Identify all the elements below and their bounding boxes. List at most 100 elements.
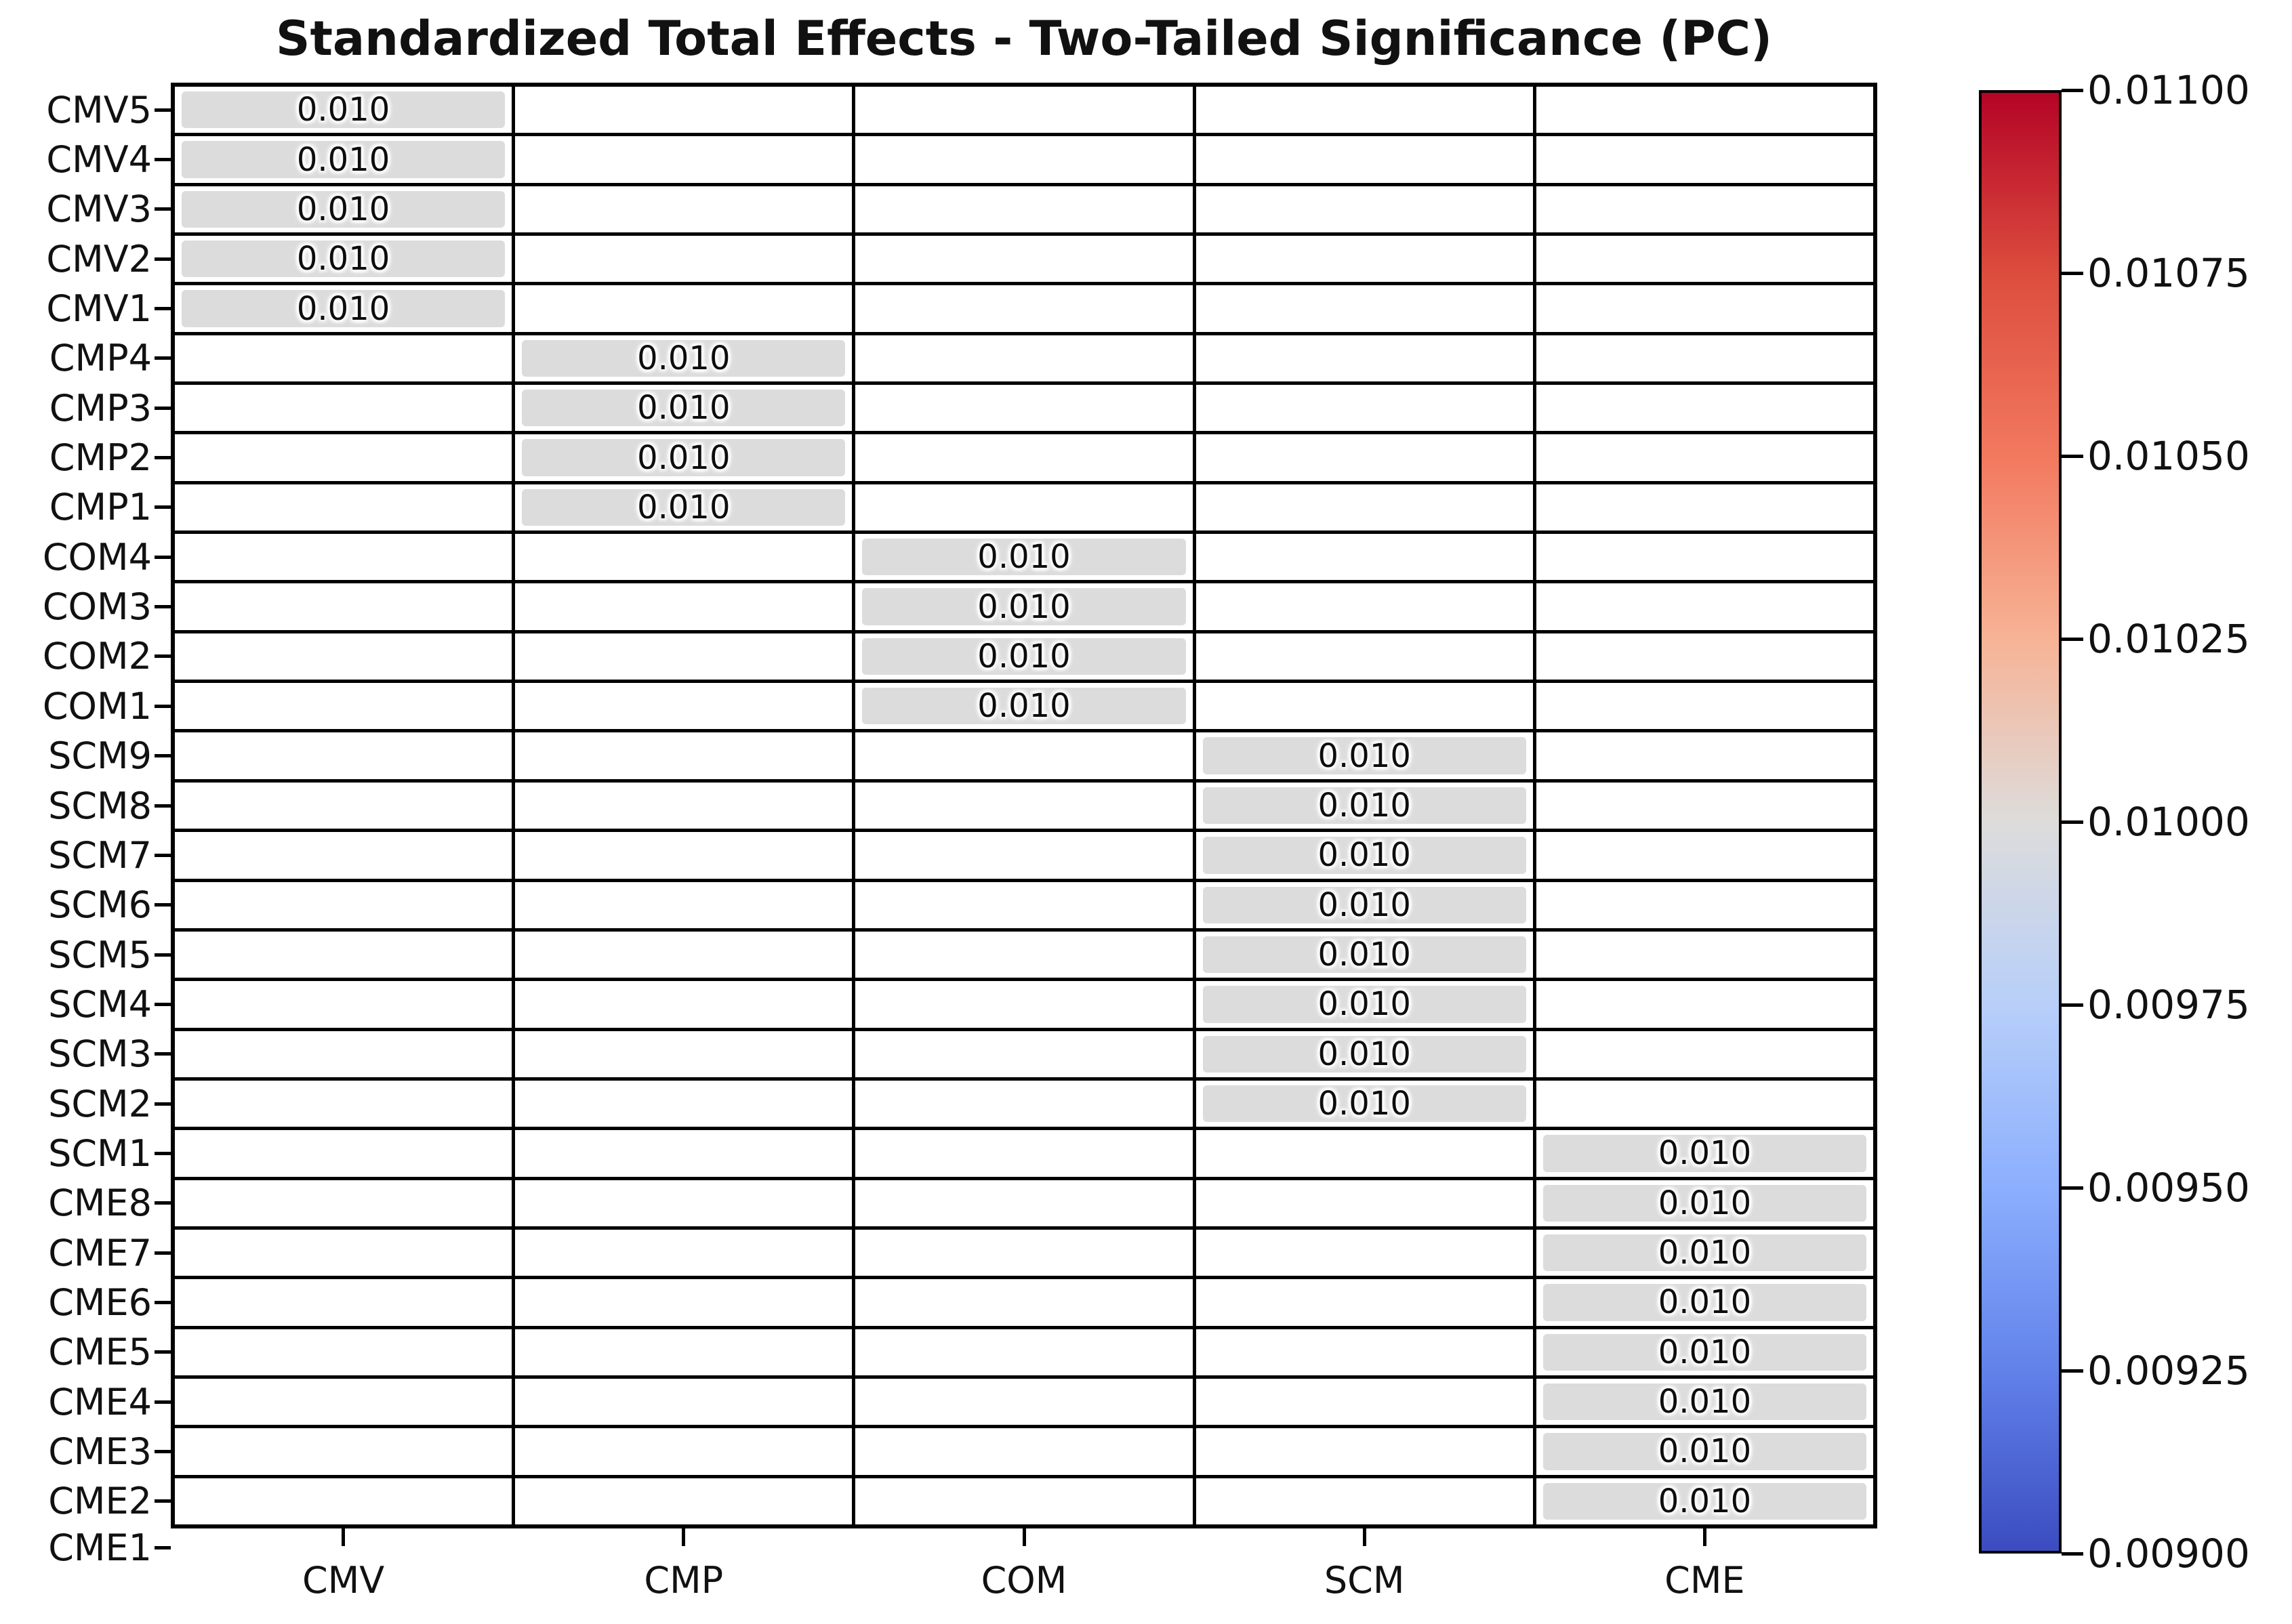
heatmap-cell [855,87,1193,133]
heatmap-cell [1195,1180,1533,1226]
colorbar-tick [2062,271,2083,275]
heatmap-cell [855,1080,1193,1127]
x-tick [1022,1528,1026,1546]
colorbar-tick-label: 0.00975 [2087,982,2250,1028]
colorbar-tick [2062,88,2083,92]
value-cell-band: 0.010 [862,638,1186,675]
heatmap-cell [855,881,1193,928]
heatmap-cell: 0.010 [855,534,1193,581]
x-tick-label: CMP [644,1558,724,1602]
colorbar-tick-label: 0.01075 [2087,250,2250,296]
heatmap-cell [1536,931,1873,978]
cell-value: 0.010 [1317,736,1411,775]
heatmap-cell [515,583,853,630]
cell-value: 0.010 [977,538,1071,577]
heatmap-cell: 0.010 [1536,1428,1873,1475]
value-cell-band: 0.010 [182,240,506,278]
y-tick-label: COM1 [42,684,152,728]
value-cell-band: 0.010 [1542,1383,1866,1421]
cell-value: 0.010 [1317,1035,1411,1073]
heatmap-cell [855,1478,1193,1524]
heatmap-cell: 0.010 [1195,732,1533,779]
heatmap-cell: 0.010 [175,186,512,233]
y-tick [155,804,171,808]
y-tick-label: SCM2 [48,1082,152,1125]
cell-value: 0.010 [1658,1283,1752,1322]
value-cell-band: 0.010 [522,339,846,377]
heatmap-cell [1195,1329,1533,1375]
y-tick [155,903,171,907]
x-tick [682,1528,686,1546]
value-cell-band: 0.010 [1202,886,1526,924]
value-cell-band: 0.010 [182,190,506,228]
heatmap-cell [175,1180,512,1226]
heatmap-cell [1536,136,1873,183]
heatmap-cell: 0.010 [1536,1478,1873,1524]
heatmap-cell [855,285,1193,332]
value-cell-band: 0.010 [1202,985,1526,1023]
heatmap-cell [515,981,853,1028]
heatmap-cell [1195,434,1533,481]
colorbar-gradient [1982,93,2059,1551]
heatmap-cell [515,1080,853,1127]
heatmap-cell: 0.010 [855,633,1193,680]
cell-value: 0.010 [296,140,390,179]
y-tick-label: CME8 [48,1182,152,1225]
cell-value: 0.010 [1317,836,1411,875]
value-cell-band: 0.010 [1542,1283,1866,1322]
y-tick-label: CMP2 [49,436,152,480]
y-tick [155,853,171,857]
heatmap-cell [1536,236,1873,283]
y-tick-label: SCM9 [48,734,152,778]
heatmap-cell [855,335,1193,382]
heatmap-cell [1195,385,1533,432]
heatmap-cell [1536,881,1873,928]
heatmap-cell [175,1130,512,1177]
y-tick [155,307,171,311]
cell-value: 0.010 [1317,886,1411,924]
heatmap-cell: 0.010 [1195,881,1533,928]
value-cell-band: 0.010 [1202,736,1526,775]
heatmap-cell: 0.010 [1195,1080,1533,1127]
value-cell-band: 0.010 [1202,787,1526,825]
y-tick [155,654,171,659]
x-tick-label: COM [981,1558,1067,1602]
y-tick-label: CMP4 [49,337,152,380]
value-cell-band: 0.010 [1202,1035,1526,1073]
heatmap-cell: 0.010 [1536,1378,1873,1425]
heatmap-cell [175,633,512,680]
heatmap-grid: 0.010 0.010 0.010 0.010 0.010 0.010 0.010 0.010… [171,83,1877,1528]
heatmap-cell [855,782,1193,829]
y-tick-label: COM3 [42,585,152,629]
colorbar-tick-label: 0.01100 [2087,67,2250,113]
heatmap-cell [1195,1229,1533,1276]
value-cell-band: 0.010 [1542,1432,1866,1470]
cell-value: 0.010 [1658,1383,1752,1421]
heatmap-cell [1536,335,1873,382]
y-tick [155,257,171,261]
heatmap-cell: 0.010 [1195,782,1533,829]
colorbar-tick [2062,820,2083,824]
heatmap-cell [515,782,853,829]
heatmap-cell [175,1478,512,1524]
value-cell-band: 0.010 [1542,1134,1866,1172]
y-tick-label: CMP3 [49,386,152,430]
heatmap-cell: 0.010 [515,385,853,432]
x-tick [342,1528,346,1546]
heatmap-cell [1195,484,1533,531]
y-tick-label: CMV5 [46,88,152,131]
colorbar-tick [2062,1552,2083,1556]
y-tick [155,108,171,112]
value-cell-band: 0.010 [862,538,1186,577]
heatmap-cell [515,633,853,680]
y-tick-label: SCM8 [48,784,152,827]
heatmap-cell [515,236,853,283]
heatmap-cell [515,732,853,779]
heatmap-cell [515,683,853,730]
heatmap-cell [1536,87,1873,133]
heatmap-cell: 0.010 [855,683,1193,730]
heatmap-cell [855,1378,1193,1425]
heatmap-cell [855,1329,1193,1375]
colorbar-tick-label: 0.01025 [2087,616,2250,662]
cell-value: 0.010 [1317,787,1411,825]
